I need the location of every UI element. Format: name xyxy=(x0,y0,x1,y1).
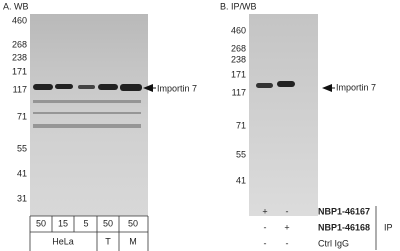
marker-label: 71 xyxy=(17,111,27,121)
ip-antibody: NBP1-46168 xyxy=(318,222,370,232)
lane-amount: 50 xyxy=(128,218,138,228)
ip-sign: - xyxy=(264,222,267,232)
marker-label: 55 xyxy=(17,143,27,153)
marker-label: 117 xyxy=(232,87,246,97)
band-label: Importin 7 xyxy=(157,83,197,93)
panel-title: B. IP/WB xyxy=(220,1,257,11)
marker-label: 268 xyxy=(12,39,27,49)
marker-label: 460 xyxy=(231,25,246,35)
ip-sign: - xyxy=(286,238,289,248)
grid-lines xyxy=(29,206,377,251)
marker-label: 117 xyxy=(13,84,27,94)
ip-label: IP xyxy=(384,222,393,232)
blot-a xyxy=(30,14,148,216)
marker-label: 238 xyxy=(12,52,27,62)
blot-b xyxy=(249,14,318,216)
arrows xyxy=(143,84,335,92)
marker-label: 460 xyxy=(12,15,27,25)
cell-line: M xyxy=(129,236,137,246)
ip-sign: + xyxy=(284,222,289,232)
marker-label: 71 xyxy=(236,120,246,130)
marker-label: 268 xyxy=(231,43,246,53)
panel-title: A. WB xyxy=(3,1,29,11)
marker-label: 171 xyxy=(12,66,27,76)
marker-label: 238 xyxy=(231,54,246,64)
cell-line: T xyxy=(105,236,111,246)
lane-amount: 50 xyxy=(36,218,46,228)
marker-label: 171 xyxy=(231,69,246,79)
band-label: Importin 7 xyxy=(336,82,376,92)
ip-sign: - xyxy=(264,238,267,248)
cell-line: HeLa xyxy=(52,236,74,246)
marker-label: 41 xyxy=(17,168,27,178)
lane-amount: 50 xyxy=(103,218,113,228)
lane-amount: 15 xyxy=(58,218,68,228)
lane-amount: 5 xyxy=(83,218,88,228)
marker-label: 55 xyxy=(236,149,246,159)
marker-label: 41 xyxy=(236,175,246,185)
ip-sign: + xyxy=(262,206,267,216)
ip-antibody: Ctrl IgG xyxy=(318,238,349,248)
marker-label: 31 xyxy=(17,193,27,203)
ip-antibody: NBP1-46167 xyxy=(318,206,370,216)
ip-sign: - xyxy=(286,206,289,216)
